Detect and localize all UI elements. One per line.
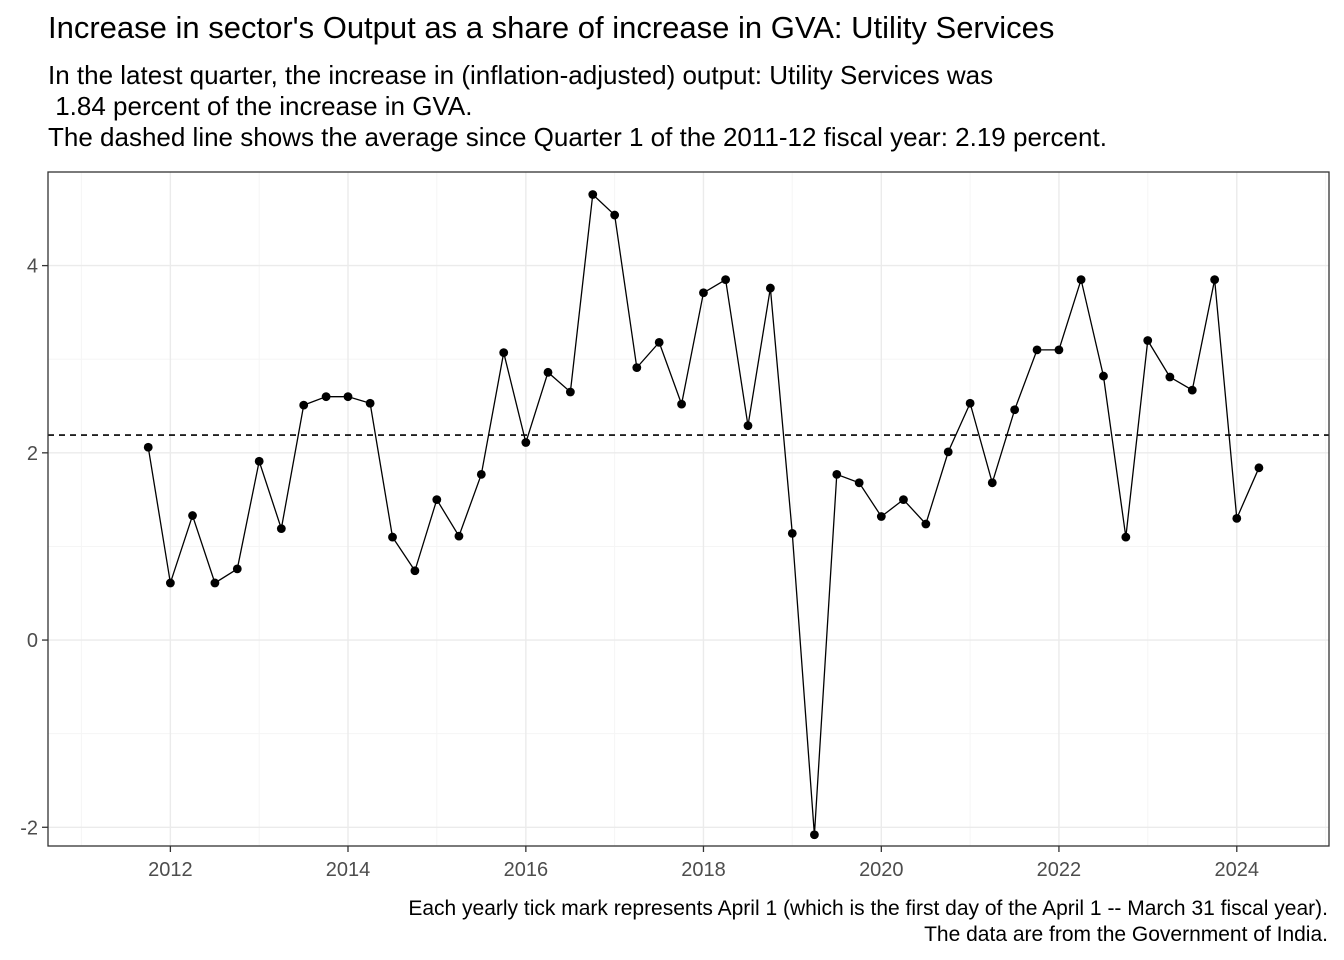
subtitle-line-1: In the latest quarter, the increase in (…: [48, 60, 994, 90]
data-point: [654, 337, 664, 347]
caption-line-2: The data are from the Government of Indi…: [924, 923, 1328, 946]
x-axis-tick-labels: 2012 2014 2016 2018 2020 2022 2024: [148, 859, 1259, 881]
data-point: [943, 447, 953, 457]
x-tick-label: 2024: [1215, 859, 1260, 881]
data-point: [1010, 405, 1020, 415]
axis-ticks: [42, 264, 1238, 852]
data-point: [1032, 345, 1042, 355]
data-point: [299, 400, 309, 410]
data-point: [343, 392, 353, 402]
data-point: [165, 578, 175, 588]
data-point: [876, 512, 886, 521]
x-tick-label: 2016: [504, 859, 549, 881]
data-point: [476, 469, 486, 479]
major-gridlines: [48, 172, 1329, 846]
data-point: [987, 478, 997, 488]
x-tick-label: 2012: [148, 859, 193, 881]
data-point: [787, 528, 797, 538]
data-point: [254, 456, 264, 466]
data-point: [588, 190, 598, 199]
chart-caption: Each yearly tick mark represents April 1…: [408, 896, 1328, 948]
data-point: [143, 442, 153, 452]
subtitle-line-3: The dashed line shows the average since …: [48, 122, 1107, 152]
data-point: [677, 399, 686, 409]
data-point: [1210, 275, 1220, 285]
data-point: [632, 363, 642, 373]
data-point: [610, 210, 620, 220]
data-point: [699, 288, 708, 298]
chart-subtitle: In the latest quarter, the increase in (…: [48, 60, 1107, 153]
x-tick-label: 2014: [326, 859, 371, 881]
data-point: [276, 524, 286, 534]
data-point: [1054, 345, 1064, 355]
data-point: [765, 283, 775, 293]
data-point: [432, 495, 442, 505]
data-point: [1099, 371, 1108, 381]
data-point: [188, 511, 197, 520]
data-point: [499, 348, 509, 358]
data-point: [1143, 336, 1153, 345]
subtitle-line-2: 1.84 percent of the increase in GVA.: [48, 91, 473, 121]
data-point: [921, 519, 931, 529]
data-point: [854, 478, 864, 488]
data-point: [565, 387, 575, 397]
panel-border: [47, 171, 1330, 847]
data-point: [743, 421, 753, 431]
data-point: [899, 495, 908, 505]
data-point: [721, 275, 731, 285]
y-tick-label: 4: [27, 256, 38, 278]
data-point: [1232, 513, 1242, 523]
y-tick-label: 0: [27, 630, 38, 652]
data-point: [1254, 463, 1264, 473]
data-point: [232, 564, 242, 574]
x-tick-label: 2020: [859, 859, 904, 881]
data-point: [388, 532, 397, 542]
data-point: [365, 398, 375, 408]
y-tick-label: 2: [27, 443, 38, 465]
data-point: [965, 398, 975, 408]
data-point: [832, 469, 842, 479]
data-point: [543, 367, 553, 377]
x-tick-label: 2018: [681, 859, 726, 881]
x-tick-label: 2022: [1037, 859, 1082, 881]
series-utility-services: [143, 190, 1264, 840]
y-tick-label: -2: [20, 817, 38, 839]
data-point: [454, 531, 464, 541]
minor-gridlines: [48, 172, 1329, 846]
chart-title: Increase in sector's Output as a share o…: [48, 10, 1055, 45]
data-point: [810, 830, 819, 840]
data-point: [321, 392, 331, 402]
y-axis-tick-labels: -2 0 2 4: [20, 256, 38, 840]
data-point: [1076, 275, 1086, 285]
data-point: [521, 438, 531, 447]
data-point: [410, 566, 420, 576]
data-point: [1121, 532, 1131, 542]
data-point: [210, 578, 220, 588]
caption-line-1: Each yearly tick mark represents April 1…: [408, 897, 1328, 920]
data-point: [1165, 372, 1175, 382]
data-point: [1187, 385, 1197, 395]
